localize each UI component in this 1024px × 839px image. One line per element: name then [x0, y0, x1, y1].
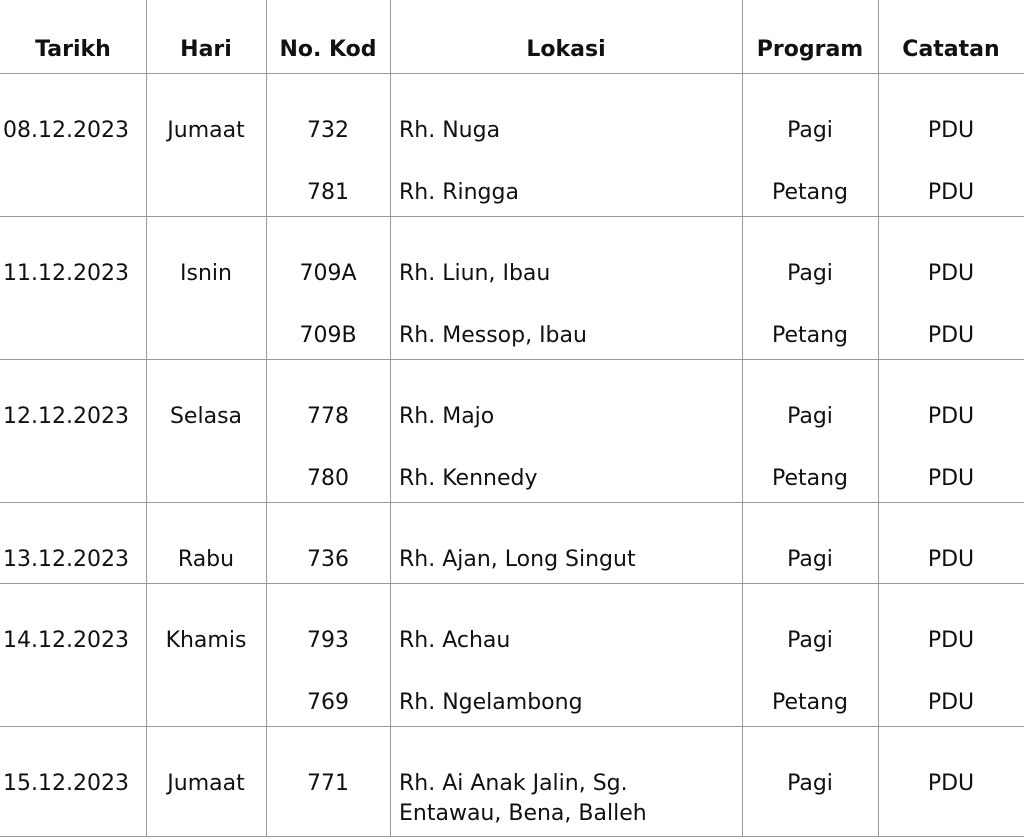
program-cell: Pagi	[787, 404, 833, 429]
program-cell: Pagi	[787, 628, 833, 653]
row-divider	[0, 359, 1024, 360]
program-cell: Petang	[771, 466, 849, 491]
header-tarikh: Tarikh	[35, 37, 111, 62]
program-cell: Petang	[771, 180, 849, 205]
row-divider	[0, 73, 1024, 74]
header-catatan: Catatan	[902, 37, 1000, 62]
note-cell: PDU	[927, 690, 975, 715]
location-cell: Entawau, Bena, Balleh	[399, 801, 647, 826]
header-no-kod: No. Kod	[279, 37, 377, 62]
code-cell: 709B	[299, 323, 357, 348]
date-cell: 11.12.2023	[3, 261, 129, 286]
location-cell: Rh. Liun, Ibau	[399, 261, 551, 286]
location-cell: Rh. Majo	[399, 404, 495, 429]
program-cell: Petang	[771, 690, 849, 715]
location-cell: Rh. Messop, Ibau	[399, 323, 587, 348]
row-divider	[0, 836, 1024, 837]
program-cell: Pagi	[787, 118, 833, 143]
note-cell: PDU	[927, 547, 975, 572]
note-cell: PDU	[927, 323, 975, 348]
column-divider	[742, 0, 743, 836]
code-cell: 778	[307, 404, 349, 429]
location-cell: Rh. Ringga	[399, 180, 519, 205]
day-cell: Isnin	[180, 261, 232, 286]
program-cell: Petang	[771, 323, 849, 348]
header-program: Program	[756, 37, 864, 62]
row-divider	[0, 726, 1024, 727]
column-divider	[146, 0, 147, 836]
note-cell: PDU	[927, 118, 975, 143]
note-cell: PDU	[927, 771, 975, 796]
program-cell: Pagi	[787, 261, 833, 286]
day-cell: Selasa	[169, 404, 243, 429]
code-cell: 709A	[299, 261, 357, 286]
location-cell: Rh. Nuga	[399, 118, 501, 143]
note-cell: PDU	[927, 404, 975, 429]
location-cell: Rh. Ajan, Long Singut	[399, 547, 636, 572]
location-cell: Rh. Ai Anak Jalin, Sg.	[399, 771, 628, 796]
location-cell: Rh. Ngelambong	[399, 690, 583, 715]
date-cell: 14.12.2023	[3, 628, 129, 653]
location-cell: Rh. Kennedy	[399, 466, 538, 491]
code-cell: 780	[307, 466, 349, 491]
header-lokasi: Lokasi	[526, 37, 606, 62]
date-cell: 13.12.2023	[3, 547, 129, 572]
date-cell: 08.12.2023	[3, 118, 129, 143]
code-cell: 736	[307, 547, 349, 572]
column-divider	[878, 0, 879, 836]
code-cell: 771	[307, 771, 349, 796]
program-cell: Pagi	[787, 547, 833, 572]
note-cell: PDU	[927, 466, 975, 491]
date-cell: 12.12.2023	[3, 404, 129, 429]
code-cell: 793	[307, 628, 349, 653]
code-cell: 781	[307, 180, 349, 205]
row-divider	[0, 502, 1024, 503]
row-divider	[0, 583, 1024, 584]
day-cell: Khamis	[165, 628, 247, 653]
day-cell: Rabu	[177, 547, 235, 572]
day-cell: Jumaat	[167, 771, 245, 796]
location-cell: Rh. Achau	[399, 628, 511, 653]
note-cell: PDU	[927, 180, 975, 205]
code-cell: 769	[307, 690, 349, 715]
date-cell: 15.12.2023	[3, 771, 129, 796]
note-cell: PDU	[927, 628, 975, 653]
column-divider	[266, 0, 267, 836]
column-divider	[390, 0, 391, 836]
header-hari: Hari	[180, 37, 232, 62]
day-cell: Jumaat	[167, 118, 245, 143]
row-divider	[0, 216, 1024, 217]
note-cell: PDU	[927, 261, 975, 286]
code-cell: 732	[307, 118, 349, 143]
program-cell: Pagi	[787, 771, 833, 796]
